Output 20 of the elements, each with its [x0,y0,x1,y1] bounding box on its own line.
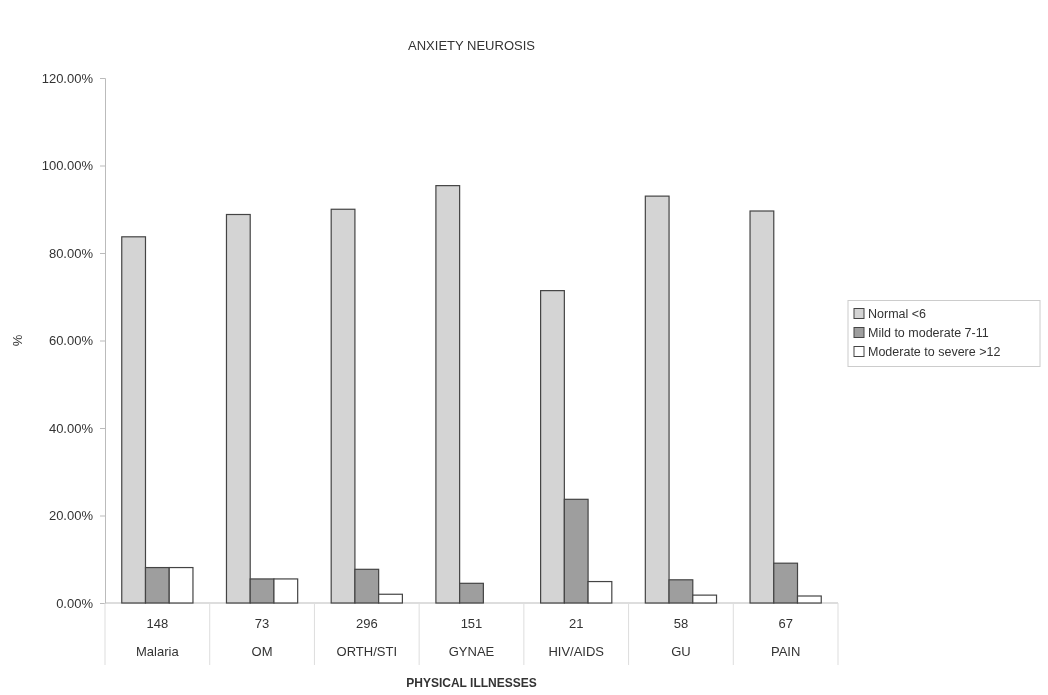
y-tick-label: 80.00% [48,245,94,261]
x-tick-label: 73 OM [251,616,273,659]
x-axis-title: PHYSICAL ILLNESSES [406,676,537,690]
y-tick-label: 40.00% [48,420,94,436]
y-tick-label: 100.00% [41,158,94,174]
chart-title: ANXIETY NEUROSIS [408,38,536,53]
y-tick-label: 60.00% [48,333,94,349]
y-tick-label: 0.00% [56,595,94,611]
legend-label: Normal <6 [868,306,927,321]
x-tick-label: 58 GU [671,616,691,659]
x-tick-label: 151 GYNAE [448,616,495,659]
y-tick-label: 120.00% [41,70,94,86]
legend-label: Mild to moderate 7-11 [868,325,989,340]
x-tick-label: 21 HIV/AIDS [548,616,605,659]
x-tick-label: 148 Malaria [136,616,180,659]
x-tick-label: 67 PAIN [770,616,801,659]
y-tick-label: 20.00% [48,508,94,524]
y-axis-title: % [10,334,25,347]
legend-label: Moderate to severe >12 [868,344,1001,359]
x-tick-label: 296 ORTH/STI [336,616,397,659]
